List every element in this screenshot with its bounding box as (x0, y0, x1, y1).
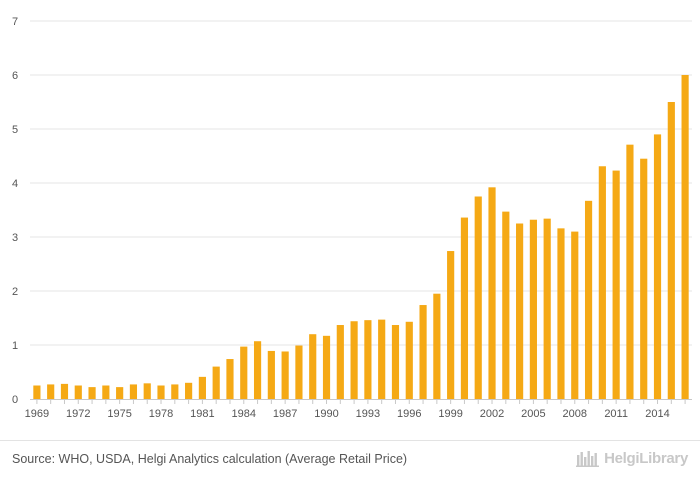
bar-2000 (460, 217, 469, 399)
bar-2001 (474, 196, 482, 399)
y-tick-label: 0 (12, 394, 18, 406)
bar-1996 (405, 321, 413, 399)
x-tick-label: 1990 (314, 408, 338, 420)
bar-1969 (33, 385, 41, 399)
bar-1970 (47, 384, 55, 399)
bar-1994 (378, 319, 386, 399)
bar-1999 (447, 251, 455, 399)
x-tick-label: 1993 (356, 408, 380, 420)
x-tick-label: 2011 (604, 408, 628, 420)
bar-2007 (557, 228, 565, 399)
bar-1982 (212, 366, 220, 399)
x-tick-label: 1984 (232, 408, 256, 420)
y-tick-label: 7 (12, 16, 18, 28)
bar-2003 (502, 211, 510, 399)
source-note: Source: WHO, USDA, Helgi Analytics calcu… (12, 452, 408, 466)
bar-1985 (253, 341, 262, 399)
bar-2004 (516, 223, 524, 399)
bar-1975 (116, 387, 124, 399)
bar-1981 (198, 376, 206, 399)
bar-1972 (74, 385, 82, 399)
bar-2014 (653, 134, 662, 399)
gridlines (30, 20, 692, 346)
bar-1973 (88, 387, 96, 399)
bar-1992 (350, 321, 358, 399)
bar-1977 (143, 383, 151, 399)
x-tick-label: 2008 (563, 408, 587, 420)
bar-1979 (171, 384, 179, 399)
bar-2011 (612, 170, 620, 399)
x-tick-label: 1969 (25, 408, 49, 420)
y-tick-label: 3 (12, 232, 18, 244)
bar-2013 (640, 158, 648, 399)
bar-1978 (157, 385, 165, 399)
bar-2010 (598, 166, 606, 399)
bar-1995 (391, 325, 400, 399)
bar-1993 (364, 320, 372, 399)
y-tick-label: 1 (12, 340, 18, 352)
bar-2015 (667, 102, 675, 399)
x-tick-label: 1987 (273, 408, 297, 420)
y-tick-label: 5 (12, 124, 18, 136)
x-tick-label: 1999 (438, 408, 462, 420)
bar-1989 (309, 334, 317, 399)
x-tick-label: 1996 (397, 408, 421, 420)
x-tick-label: 1981 (190, 408, 214, 420)
footer-divider (0, 440, 700, 441)
x-tick-label: 1972 (66, 408, 90, 420)
bar-1976 (129, 384, 138, 399)
bar-1990 (322, 335, 331, 399)
bar-2008 (571, 231, 579, 399)
library-icon (576, 451, 600, 467)
bars (33, 75, 689, 399)
brand-name: HelgiLibrary (604, 449, 688, 467)
bar-2006 (543, 218, 551, 399)
y-tick-label: 2 (12, 286, 18, 298)
x-tick-label: 2005 (521, 408, 545, 420)
brand-logo: HelgiLibrary (576, 449, 688, 467)
bar-1974 (102, 385, 110, 399)
axes: 0 1 2 3 4 5 6 7 1969 1972 1975 1978 1981 1984 1987 1990… (12, 16, 692, 420)
bar-2012 (626, 144, 634, 399)
x-tick-label: 1978 (149, 408, 173, 420)
bar-1984 (240, 346, 248, 399)
bar-2002 (488, 187, 496, 399)
bar-1998 (433, 293, 441, 399)
bar-1988 (295, 345, 303, 399)
y-tick-label: 6 (12, 70, 18, 82)
bar-2009 (584, 200, 593, 399)
bar-1991 (336, 325, 344, 399)
bar-2005 (529, 219, 537, 399)
bar-2016 (681, 75, 689, 399)
bar-1986 (267, 350, 275, 399)
bar-1980 (185, 382, 193, 399)
bar-1987 (281, 351, 289, 399)
chart-footer: Source: WHO, USDA, Helgi Analytics calcu… (0, 440, 700, 483)
bar-1983 (226, 359, 234, 399)
bar-chart: 0 1 2 3 4 5 6 7 1969 1972 1975 1978 1981 1984 1987 1990… (12, 16, 692, 420)
bar-1997 (419, 305, 427, 399)
bar-1971 (60, 383, 69, 399)
x-tick-label: 1975 (107, 408, 131, 420)
x-tick-label: 2014 (645, 408, 669, 420)
x-tick-label: 2002 (480, 408, 504, 420)
y-tick-label: 4 (12, 178, 18, 190)
